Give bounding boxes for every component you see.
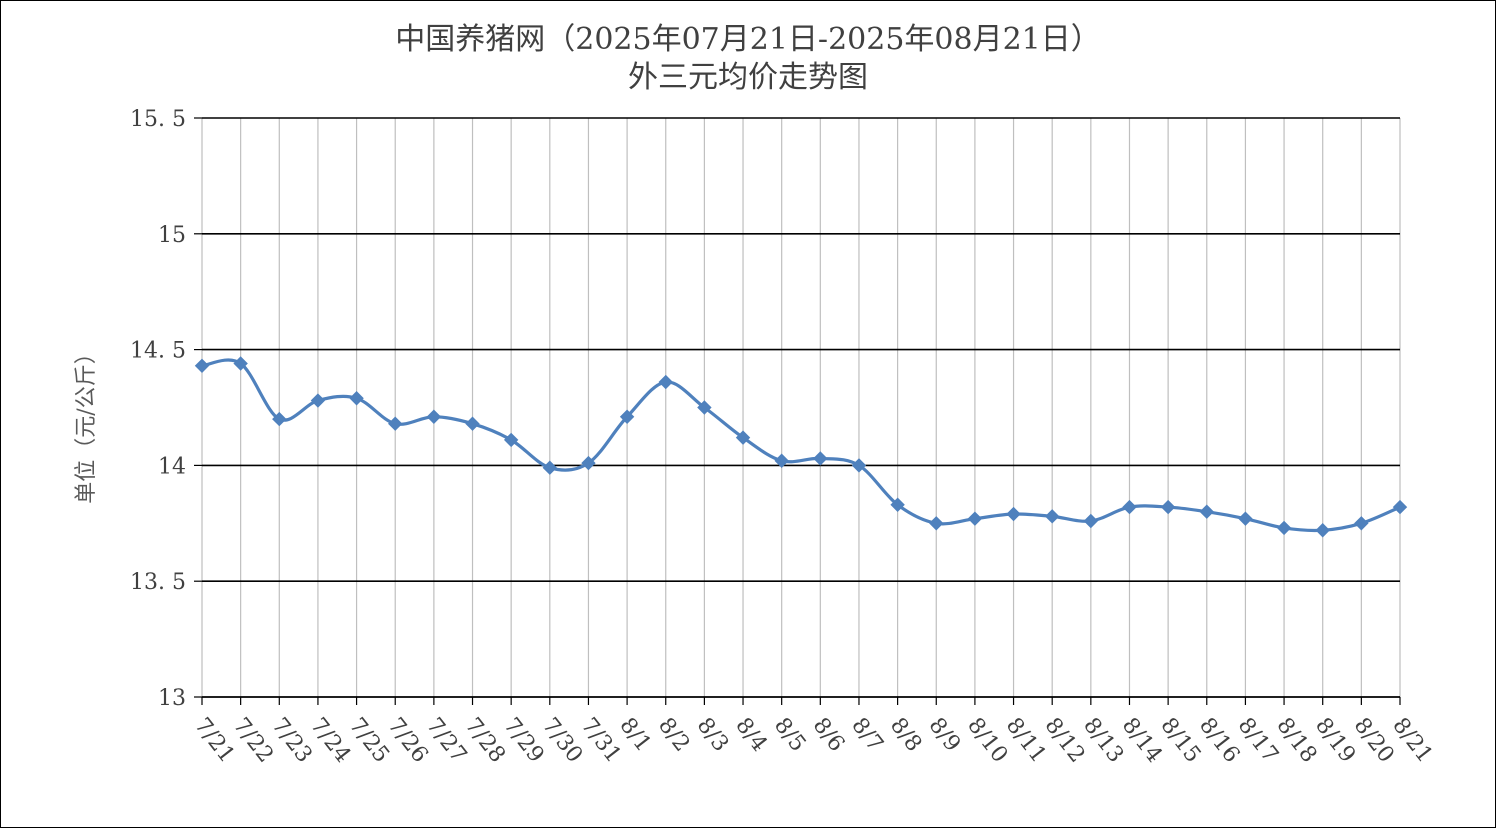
x-tick-labels: 7/217/227/237/247/257/267/277/287/297/30… bbox=[189, 713, 1437, 767]
y-tick-label: 13. 5 bbox=[130, 570, 186, 595]
x-tick-label: 7/27 bbox=[421, 713, 471, 767]
data-point-marker bbox=[194, 358, 210, 374]
x-tick-label: 7/30 bbox=[537, 713, 587, 767]
data-point-marker bbox=[697, 400, 712, 415]
data-point-marker bbox=[774, 453, 789, 468]
x-tick-label: 8/3 bbox=[692, 713, 733, 756]
data-point-marker bbox=[503, 432, 519, 448]
y-tick-label: 13 bbox=[158, 686, 186, 711]
x-tick-label: 8/12 bbox=[1039, 713, 1089, 767]
x-tick-label: 8/20 bbox=[1349, 713, 1399, 767]
y-tick-label: 14 bbox=[158, 454, 186, 479]
x-tick-label: 8/21 bbox=[1387, 713, 1437, 767]
x-tick-label: 8/7 bbox=[846, 713, 887, 756]
x-tick-label: 8/11 bbox=[1001, 713, 1051, 767]
x-tick-label: 7/21 bbox=[189, 713, 239, 767]
x-tick-label: 8/19 bbox=[1310, 713, 1360, 767]
data-point-marker bbox=[542, 460, 558, 475]
x-tick-label: 8/4 bbox=[730, 713, 771, 756]
data-point-marker bbox=[581, 455, 596, 471]
x-tick-label: 8/9 bbox=[924, 713, 965, 756]
chart-subtitle: 外三元均价走势图 bbox=[628, 60, 868, 95]
y-tick-label: 15. 5 bbox=[130, 107, 186, 132]
data-point-marker bbox=[851, 458, 867, 473]
data-point-marker bbox=[388, 416, 403, 431]
data-point-marker bbox=[1083, 513, 1099, 529]
y-axis-label: 单位（元/公斤） bbox=[74, 342, 99, 503]
data-point-marker bbox=[465, 416, 480, 431]
y-tick-label: 14. 5 bbox=[130, 339, 186, 364]
x-tick-label: 8/17 bbox=[1233, 713, 1283, 767]
data-point-marker bbox=[310, 393, 326, 408]
x-tick-label: 8/2 bbox=[653, 713, 694, 756]
x-tick-label: 7/22 bbox=[228, 713, 278, 767]
x-tick-label: 7/29 bbox=[498, 713, 548, 767]
x-tick-label: 7/24 bbox=[305, 713, 355, 767]
x-tick-label: 8/6 bbox=[808, 713, 849, 756]
horizontal-gridlines bbox=[194, 117, 1400, 698]
data-point-marker bbox=[890, 497, 905, 512]
x-tick-label: 7/26 bbox=[382, 713, 432, 767]
x-tick-label: 7/31 bbox=[576, 713, 626, 767]
x-tick-label: 8/14 bbox=[1117, 713, 1167, 767]
x-tick-label: 8/10 bbox=[962, 713, 1012, 767]
data-point-marker bbox=[1199, 504, 1214, 519]
x-tick-label: 7/28 bbox=[460, 713, 510, 767]
data-point-marker bbox=[272, 411, 287, 427]
data-point-marker bbox=[1160, 499, 1176, 515]
data-point-marker bbox=[929, 516, 944, 531]
x-tick-label: 8/18 bbox=[1271, 713, 1321, 767]
x-tick-label: 8/13 bbox=[1078, 713, 1128, 767]
chart-title: 中国养猪网（2025年07月21日-2025年08月21日） bbox=[395, 22, 1101, 57]
y-tick-labels: 13 13. 5 14 14. 5 15 15. 5 bbox=[130, 107, 186, 711]
x-tick-label: 8/5 bbox=[769, 713, 810, 756]
data-point-marker bbox=[1044, 509, 1060, 524]
data-point-marker bbox=[1006, 506, 1021, 522]
x-tick-label: 7/25 bbox=[344, 713, 394, 767]
data-point-marker bbox=[426, 409, 442, 424]
data-point-marker bbox=[813, 451, 828, 466]
x-tick-label: 8/8 bbox=[885, 713, 926, 756]
data-point-marker bbox=[658, 374, 673, 390]
data-point-marker bbox=[1392, 499, 1408, 515]
data-point-marker bbox=[1315, 523, 1330, 538]
data-point-marker bbox=[1238, 511, 1253, 526]
x-tick-label: 7/23 bbox=[267, 713, 317, 767]
data-point-marker bbox=[619, 409, 635, 424]
vertical-gridlines bbox=[201, 118, 1401, 697]
series-group bbox=[194, 356, 1408, 538]
data-point-marker bbox=[1122, 499, 1137, 515]
x-axis bbox=[201, 696, 1401, 705]
x-tick-label: 8/15 bbox=[1155, 713, 1205, 767]
data-point-marker bbox=[349, 391, 364, 406]
series-line bbox=[201, 358, 1401, 533]
data-point-marker bbox=[967, 511, 983, 526]
data-point-marker bbox=[233, 356, 248, 371]
data-point-marker bbox=[735, 430, 751, 445]
data-point-marker bbox=[1276, 520, 1292, 536]
data-point-marker bbox=[1354, 516, 1369, 531]
y-tick-label: 15 bbox=[158, 223, 186, 248]
x-tick-label: 8/16 bbox=[1194, 713, 1244, 767]
